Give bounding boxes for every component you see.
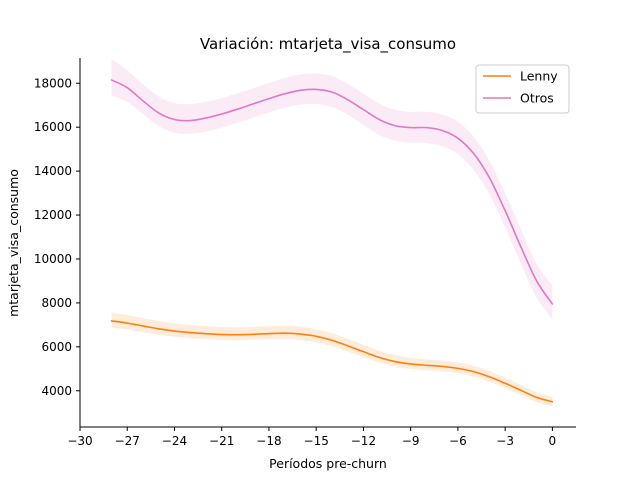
series-line-lenny (110, 320, 554, 403)
legend: Lenny Otros (475, 64, 570, 114)
series-line-otros (110, 79, 554, 305)
x-tick-label: −12 (351, 434, 376, 448)
confidence-band-otros (111, 59, 553, 320)
y-tick-label: 4000 (41, 384, 72, 398)
y-tick-label: 14000 (34, 164, 72, 178)
x-axis-ticks: −30 −27 −24 −21 −18 −15 −12 −9 −6 −3 0 (67, 427, 556, 448)
x-tick-label: −9 (402, 434, 420, 448)
legend-label-otros: Otros (520, 91, 554, 106)
y-tick-label: 16000 (34, 120, 72, 134)
x-tick-label: −21 (209, 434, 234, 448)
y-tick-label: 18000 (34, 76, 72, 90)
legend-label-lenny: Lenny (520, 69, 558, 84)
x-tick-label: 0 (549, 434, 557, 448)
y-tick-label: 6000 (41, 340, 72, 354)
series-lines (110, 79, 554, 403)
y-axis-ticks: 4000 6000 8000 10000 12000 14000 16000 18000 (34, 76, 80, 398)
x-tick-label: −24 (162, 434, 187, 448)
x-tick-label: −6 (449, 434, 467, 448)
chart-title: Variación: mtarjeta_visa_consumo (200, 35, 456, 54)
confidence-band-lenny (111, 312, 553, 407)
x-tick-label: −18 (256, 434, 281, 448)
x-axis-label: Períodos pre-churn (269, 456, 387, 471)
x-tick-label: −27 (115, 434, 140, 448)
legend-box (475, 64, 570, 114)
x-tick-label: −3 (496, 434, 514, 448)
x-tick-label: −15 (304, 434, 329, 448)
confidence-bands (111, 59, 553, 407)
x-tick-label: −30 (67, 434, 92, 448)
y-tick-label: 8000 (41, 296, 72, 310)
y-tick-label: 12000 (34, 208, 72, 222)
y-tick-label: 10000 (34, 252, 72, 266)
y-axis-label: mtarjeta_visa_consumo (6, 169, 21, 317)
